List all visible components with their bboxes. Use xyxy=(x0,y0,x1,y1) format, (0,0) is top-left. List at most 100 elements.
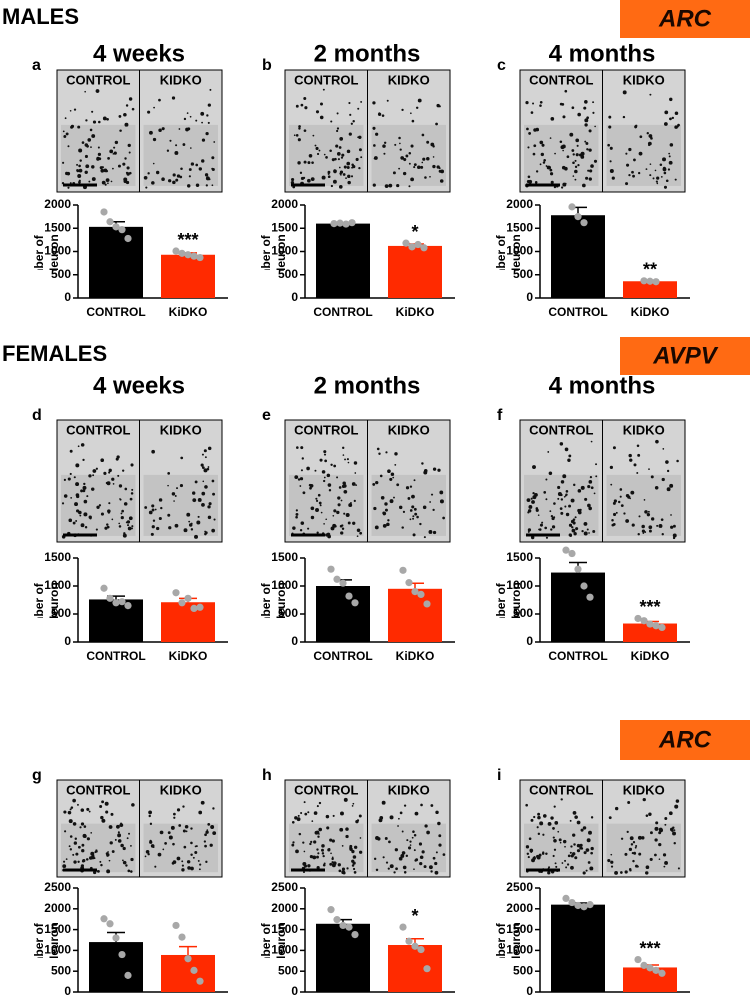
cell-dot xyxy=(95,467,98,470)
cell-dot xyxy=(395,867,398,871)
cell-dot xyxy=(333,169,336,172)
cell-dot xyxy=(149,822,153,826)
cell-dot xyxy=(186,860,191,864)
cell-dot xyxy=(176,487,179,490)
cell-dot xyxy=(579,843,583,847)
cell-dot xyxy=(553,516,556,519)
cell-dot xyxy=(77,845,81,849)
cell-dot xyxy=(156,526,160,531)
cell-dot xyxy=(131,488,134,491)
y-tick-label: 1500 xyxy=(271,550,298,564)
cell-dot xyxy=(207,822,211,826)
cell-dot xyxy=(384,837,388,840)
bar xyxy=(89,226,143,298)
cell-dot xyxy=(209,88,212,91)
image-label: KIDKO xyxy=(160,422,202,437)
cell-dot xyxy=(181,860,184,863)
micrograph-shade xyxy=(61,474,136,536)
cell-dot xyxy=(577,112,581,117)
cell-dot xyxy=(353,870,357,874)
data-point xyxy=(586,901,594,909)
cell-dot xyxy=(335,144,339,148)
cell-dot xyxy=(179,175,183,179)
cell-dot xyxy=(121,509,124,513)
cell-dot xyxy=(668,155,671,158)
data-point xyxy=(580,219,588,227)
x-tick-label: CONTROL xyxy=(86,999,145,1001)
cell-dot xyxy=(633,851,637,855)
cell-dot xyxy=(329,862,333,866)
cell-dot xyxy=(629,458,633,462)
cell-dot xyxy=(527,528,532,532)
cell-dot xyxy=(93,870,97,875)
y-tick-label: 2000 xyxy=(44,901,71,915)
cell-dot xyxy=(584,140,587,143)
x-tick-label: KiDKO xyxy=(631,999,670,1001)
cell-dot xyxy=(346,166,350,170)
cell-dot xyxy=(200,800,205,805)
cell-dot xyxy=(559,507,563,510)
cell-dot xyxy=(564,845,566,848)
cell-dot xyxy=(399,148,402,151)
cell-dot xyxy=(327,170,331,174)
cell-dot xyxy=(414,811,419,816)
micrograph-shade xyxy=(524,124,599,186)
cell-dot xyxy=(111,850,115,853)
cell-dot xyxy=(413,163,417,167)
cell-dot xyxy=(348,101,351,105)
cell-dot xyxy=(386,522,390,527)
cell-dot xyxy=(617,500,621,504)
cell-dot xyxy=(112,483,115,485)
cell-dot xyxy=(196,520,201,525)
cell-dot xyxy=(412,830,415,833)
cell-dot xyxy=(190,841,193,845)
cell-dot xyxy=(203,449,207,453)
cell-dot xyxy=(332,861,337,866)
cell-dot xyxy=(338,146,342,149)
cell-dot xyxy=(128,151,131,154)
image-label: KIDKO xyxy=(623,782,665,797)
cell-dot xyxy=(334,171,336,174)
cell-dot xyxy=(78,510,82,515)
cell-dot xyxy=(430,142,435,147)
bar xyxy=(623,967,677,992)
significance: * xyxy=(411,906,418,926)
cell-dot xyxy=(303,97,307,100)
cell-dot xyxy=(300,469,303,472)
data-point xyxy=(184,955,192,963)
cell-dot xyxy=(182,805,185,808)
cell-dot xyxy=(638,151,643,156)
cell-dot xyxy=(299,477,304,481)
cell-dot xyxy=(125,521,128,524)
cell-dot xyxy=(130,492,134,495)
cell-dot xyxy=(91,487,95,491)
cell-dot xyxy=(99,805,103,808)
cell-dot xyxy=(207,446,212,451)
data-point xyxy=(124,602,132,610)
cell-dot xyxy=(388,183,393,188)
cell-dot xyxy=(338,185,343,189)
significance: * xyxy=(411,222,418,242)
cell-dot xyxy=(423,865,427,869)
cell-dot xyxy=(62,161,65,164)
cell-dot xyxy=(383,152,386,155)
cell-dot xyxy=(117,474,120,477)
data-point xyxy=(574,565,582,573)
cell-dot xyxy=(63,494,68,498)
y-tick-label: 1000 xyxy=(271,244,298,258)
cell-dot xyxy=(321,844,325,848)
cell-dot xyxy=(550,514,554,518)
cell-dot xyxy=(568,454,572,458)
cell-dot xyxy=(68,819,73,824)
cell-dot xyxy=(197,515,200,518)
cell-dot xyxy=(620,837,624,840)
cell-dot xyxy=(564,89,568,93)
cell-dot xyxy=(568,523,573,527)
cell-dot xyxy=(100,815,104,820)
cell-dot xyxy=(172,180,176,185)
data-point xyxy=(586,593,594,601)
cell-dot xyxy=(532,856,536,860)
cell-dot xyxy=(671,116,675,120)
cell-dot xyxy=(662,853,667,857)
